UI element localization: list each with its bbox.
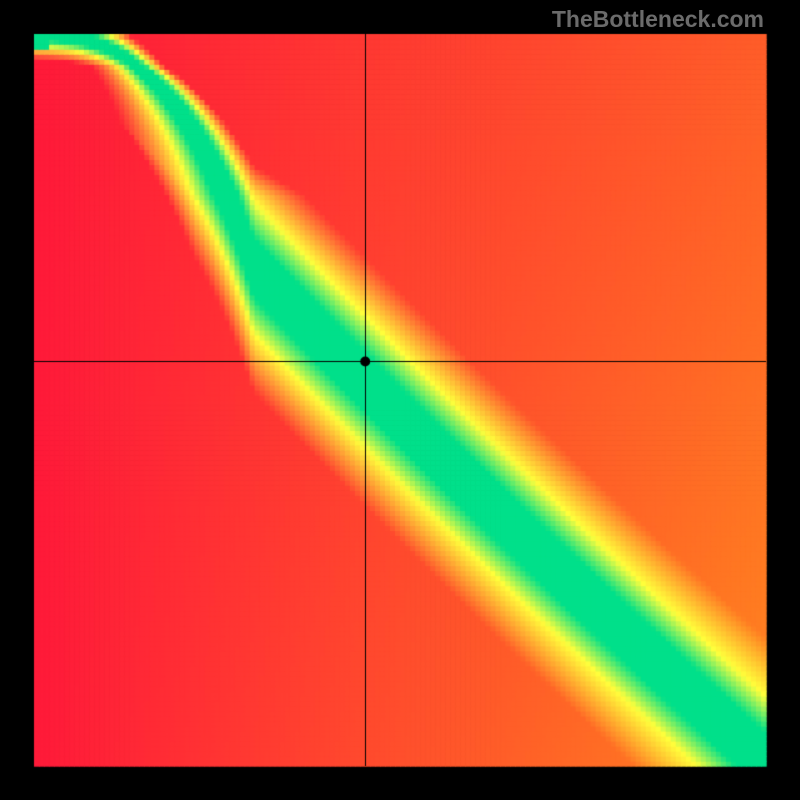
- watermark-text: TheBottleneck.com: [552, 6, 764, 33]
- chart-stage: TheBottleneck.com: [0, 0, 800, 800]
- bottleneck-heatmap: [0, 0, 800, 800]
- heatmap-canvas-wrap: [0, 0, 800, 800]
